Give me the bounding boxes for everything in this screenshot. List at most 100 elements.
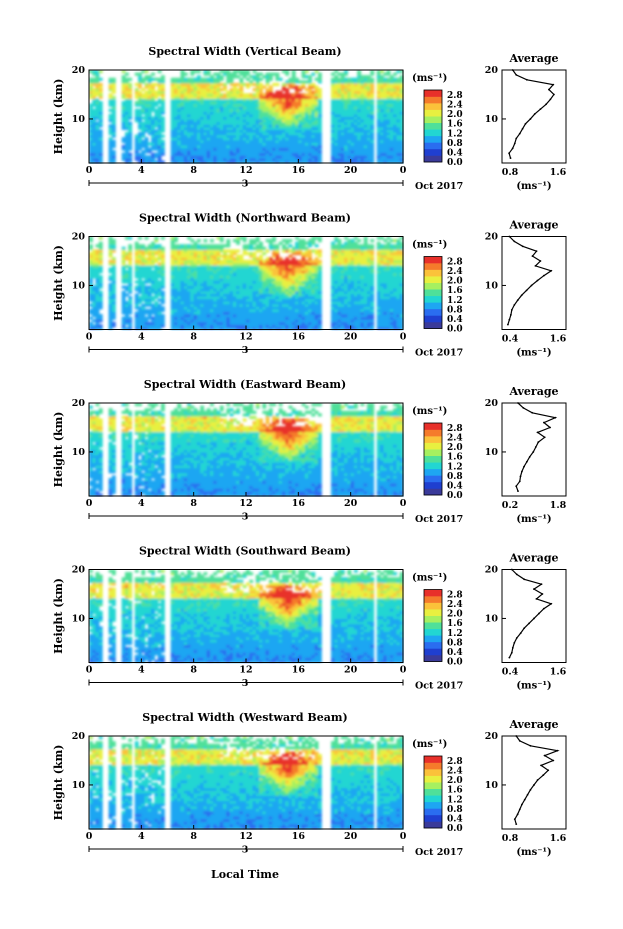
heatmap-cell <box>219 77 224 81</box>
heatmap-cell <box>213 77 218 81</box>
heatmap-cell <box>210 157 214 162</box>
heatmap-cell <box>151 103 156 107</box>
heatmap-cell <box>177 119 182 123</box>
heatmap-cell <box>111 249 116 253</box>
heatmap-cell <box>147 85 152 89</box>
heatmap-cell <box>281 285 286 289</box>
heatmap-cell <box>272 129 277 133</box>
heatmap-cell <box>226 103 231 107</box>
heatmap-cell <box>380 106 384 110</box>
heatmap-cell <box>111 267 116 271</box>
heatmap-cell <box>170 314 175 318</box>
heatmap-cell <box>177 277 182 282</box>
heatmap-cell <box>138 270 142 274</box>
heatmap-cell <box>334 270 339 274</box>
heatmap-cell <box>298 308 303 313</box>
heatmap-cell <box>347 85 352 89</box>
heatmap-cell <box>154 308 159 313</box>
heatmap-cell <box>331 272 335 276</box>
heatmap-cell <box>304 124 309 128</box>
heatmap-cell <box>317 98 322 102</box>
heatmap-cell <box>344 142 348 146</box>
heatmap-cell <box>151 324 156 328</box>
heatmap-cell <box>308 139 313 143</box>
heatmap-cell <box>376 137 381 141</box>
heatmap-cell <box>337 283 342 287</box>
heatmap-cell <box>311 241 316 245</box>
heatmap-cell <box>236 270 241 274</box>
heatmap-cell <box>226 90 231 94</box>
heatmap-cell <box>298 142 303 146</box>
heatmap-cell <box>190 90 195 94</box>
heatmap-cell <box>298 290 303 294</box>
heatmap-cell <box>200 303 205 307</box>
heatmap-cell <box>187 150 191 154</box>
heatmap-cell <box>232 111 237 115</box>
heatmap-cell <box>216 264 221 269</box>
heatmap-cell <box>301 259 306 263</box>
heatmap-cell <box>298 103 303 107</box>
heatmap-cell <box>108 239 113 243</box>
heatmap-cell <box>89 254 93 258</box>
heatmap-cell <box>288 314 293 318</box>
heatmap-cell <box>317 316 322 320</box>
heatmap-cell <box>353 160 358 164</box>
heatmap-cell <box>174 98 178 102</box>
heatmap-cell <box>170 283 175 287</box>
heatmap-cell <box>89 150 93 154</box>
heatmap-cell <box>285 249 290 253</box>
heatmap-cell <box>229 277 234 282</box>
heatmap-cell <box>295 150 299 154</box>
heatmap-cell <box>92 311 97 315</box>
heatmap-cell <box>249 270 254 274</box>
heatmap-cell <box>298 316 303 320</box>
heatmap-cell <box>216 82 221 87</box>
heatmap-cell <box>334 321 339 325</box>
heatmap-cell <box>308 152 313 156</box>
heatmap-cell <box>128 93 133 97</box>
heatmap-cell <box>298 277 303 282</box>
heatmap-cell <box>121 106 126 110</box>
heatmap-cell <box>170 134 175 138</box>
heatmap-cell <box>265 144 270 149</box>
heatmap-cell <box>128 236 133 240</box>
heatmap-cell <box>275 82 280 87</box>
heatmap-cell <box>386 132 391 136</box>
heatmap-cell <box>124 301 129 305</box>
heatmap-cell <box>281 324 286 328</box>
heatmap-cell <box>249 101 254 105</box>
heatmap-cell <box>386 82 391 87</box>
heatmap-cell <box>170 111 175 115</box>
heatmap-cell <box>242 108 247 112</box>
profile-point <box>521 127 524 130</box>
heatmap-cell <box>255 152 260 156</box>
heatmap-cell <box>183 137 188 141</box>
heatmap-cell <box>160 134 165 138</box>
heatmap-cell <box>380 160 384 164</box>
heatmap-cell <box>331 306 335 310</box>
heatmap-cell <box>170 157 175 162</box>
heatmap-cell <box>246 142 250 146</box>
heatmap-cell <box>203 319 208 323</box>
heatmap-cell <box>288 321 293 325</box>
heatmap-cell <box>232 132 237 136</box>
heatmap-cell <box>314 101 319 105</box>
heatmap-cell <box>268 147 273 151</box>
heatmap-cell <box>285 301 290 305</box>
heatmap-cell <box>134 262 139 266</box>
heatmap-cell <box>141 155 146 159</box>
heatmap-cell <box>223 93 227 97</box>
heatmap-cell <box>331 257 335 261</box>
heatmap-cell <box>275 262 280 266</box>
heatmap-cell <box>308 129 313 133</box>
heatmap-cell <box>265 88 270 92</box>
heatmap-cell <box>190 275 195 279</box>
heatmap-cell <box>236 275 241 279</box>
heatmap-cell <box>170 150 175 154</box>
heatmap-cell <box>203 116 208 120</box>
heatmap-cell <box>89 142 93 146</box>
heatmap-cell <box>147 119 152 123</box>
heatmap-cell <box>311 106 316 110</box>
heatmap-cell <box>92 252 97 256</box>
heatmap-cell <box>360 103 365 107</box>
